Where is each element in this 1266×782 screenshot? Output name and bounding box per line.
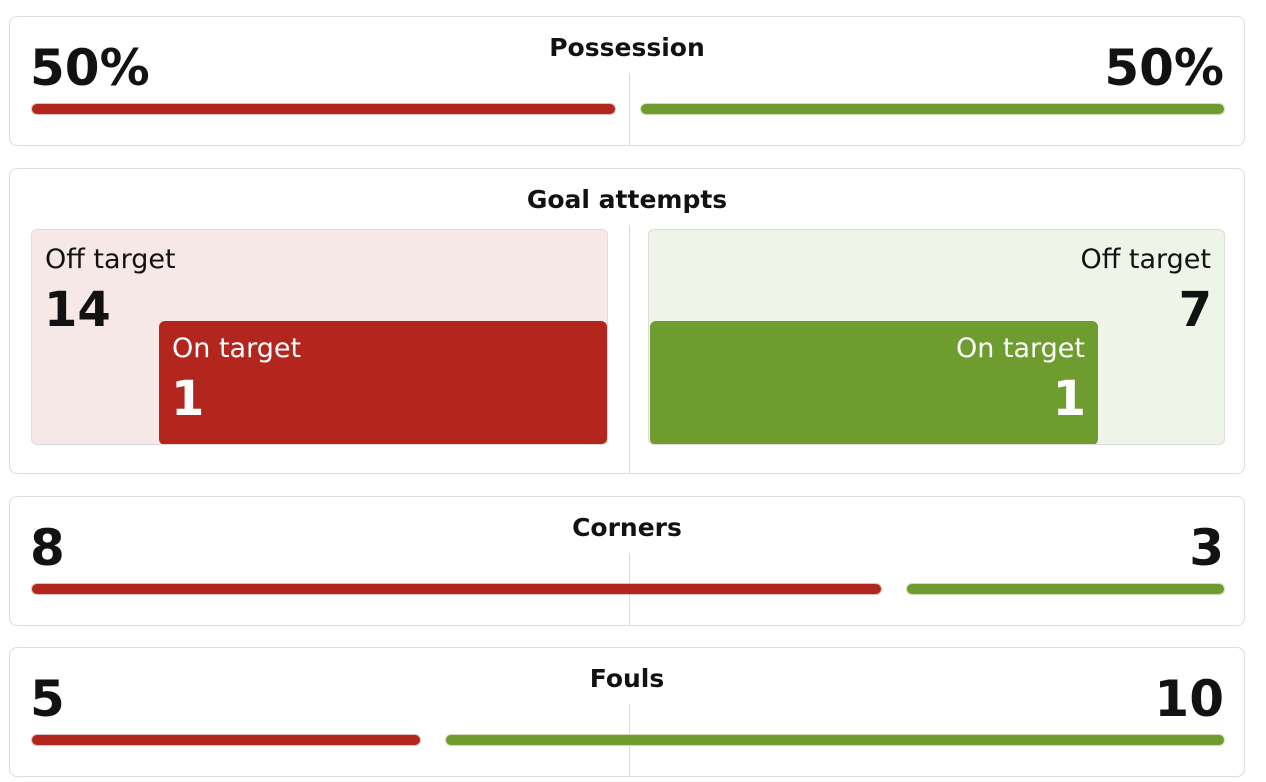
stat-card: Possession 50% 50% bbox=[9, 16, 1245, 146]
card-title: Corners bbox=[572, 513, 682, 542]
home-bar bbox=[31, 734, 421, 746]
away-value: 3 bbox=[1189, 519, 1224, 577]
away-bar bbox=[640, 103, 1225, 115]
on-target-label: On target bbox=[172, 333, 302, 364]
off-target-value: 7 bbox=[1178, 282, 1212, 338]
home-value: 8 bbox=[30, 519, 65, 577]
divider bbox=[629, 73, 630, 145]
away-panel: Off target 7 On target 1 bbox=[648, 229, 1225, 445]
stat-card: Corners 8 3 bbox=[9, 496, 1245, 626]
off-target-value: 14 bbox=[44, 282, 111, 338]
on-target-box: On target 1 bbox=[650, 321, 1098, 444]
off-target-label: Off target bbox=[45, 244, 176, 275]
away-bar bbox=[905, 583, 1225, 595]
stat-card: Fouls 5 10 bbox=[9, 647, 1245, 777]
home-value: 50% bbox=[30, 39, 150, 97]
home-bar bbox=[31, 583, 882, 595]
goal-attempts-card: Goal attempts Off target 14 On target 1 … bbox=[9, 168, 1245, 474]
home-bar bbox=[31, 103, 616, 115]
away-bar bbox=[445, 734, 1225, 746]
away-value: 10 bbox=[1154, 670, 1224, 728]
card-title: Possession bbox=[549, 33, 705, 62]
on-target-value: 1 bbox=[171, 371, 205, 427]
divider bbox=[629, 225, 630, 473]
card-title: Goal attempts bbox=[526, 185, 728, 214]
home-value: 5 bbox=[30, 670, 65, 728]
on-target-box: On target 1 bbox=[159, 321, 607, 444]
away-value: 50% bbox=[1104, 39, 1224, 97]
on-target-value: 1 bbox=[1052, 371, 1086, 427]
off-target-label: Off target bbox=[1080, 244, 1211, 275]
on-target-label: On target bbox=[955, 333, 1085, 364]
card-title: Fouls bbox=[589, 664, 665, 693]
home-panel: Off target 14 On target 1 bbox=[31, 229, 608, 445]
